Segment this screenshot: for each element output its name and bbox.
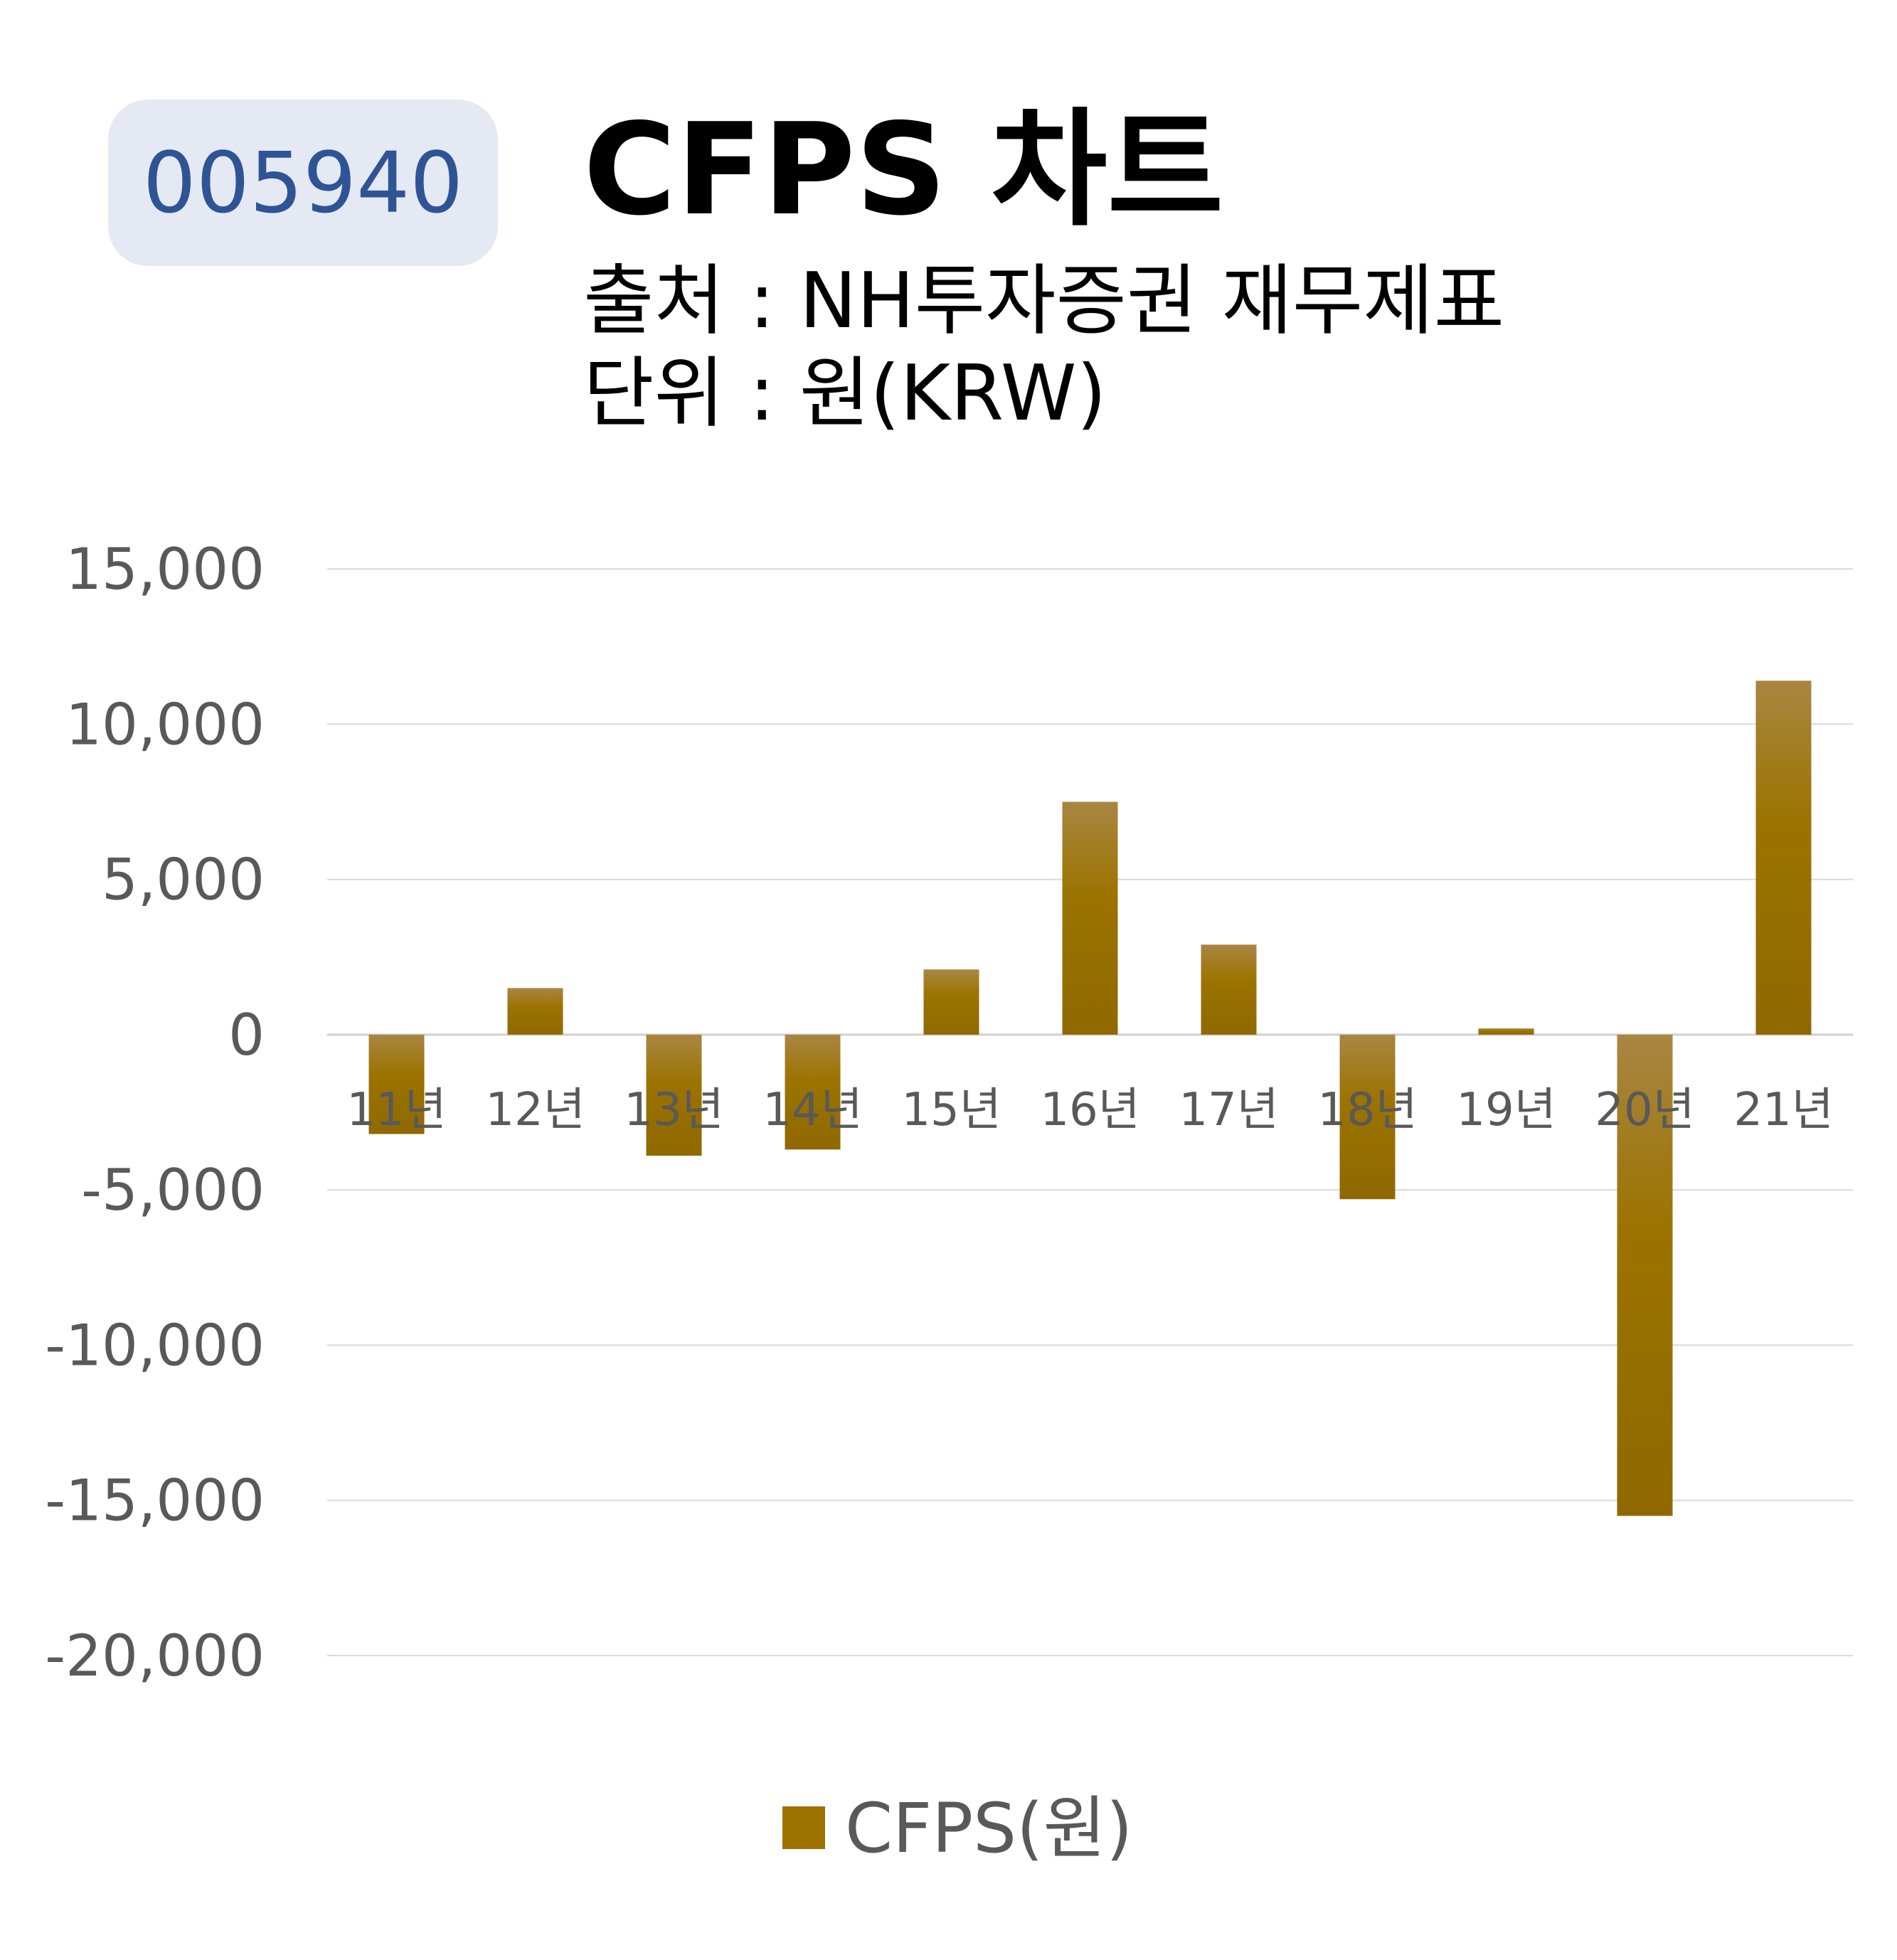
x-category-label: 16년 bbox=[1040, 1084, 1139, 1136]
y-tick-label: 10,000 bbox=[65, 691, 265, 757]
legend: CFPS(원) bbox=[782, 1789, 1132, 1868]
bar-17년 bbox=[1201, 944, 1257, 1035]
bar-14년 bbox=[785, 1034, 841, 1150]
x-category-label: 19년 bbox=[1456, 1084, 1556, 1136]
y-tick-label: 5,000 bbox=[102, 847, 265, 913]
bar-12년 bbox=[507, 988, 563, 1035]
legend-label: CFPS(원) bbox=[845, 1789, 1132, 1868]
y-tick-label: 15,000 bbox=[65, 536, 265, 602]
bar-18년 bbox=[1339, 1034, 1396, 1200]
legend-swatch bbox=[782, 1806, 825, 1849]
bar-19년 bbox=[1478, 1028, 1534, 1035]
y-tick-label: -5,000 bbox=[81, 1157, 265, 1223]
unit-line: 단위 : 원(KRW) bbox=[583, 349, 1107, 438]
y-axis-tick-labels: 15,000 10,000 5,000 0 -5,000 -10,000 -15,000 -2… bbox=[45, 536, 265, 1689]
bar-21년 bbox=[1755, 681, 1812, 1035]
chart-title: CFPS 차트 bbox=[583, 96, 1224, 243]
y-tick-label: -20,000 bbox=[45, 1623, 265, 1689]
bars bbox=[368, 681, 1812, 1516]
x-category-label: 15년 bbox=[901, 1084, 1001, 1136]
x-category-label: 14년 bbox=[762, 1084, 862, 1136]
bar-13년 bbox=[646, 1034, 702, 1156]
source-line: 출처 : NH투자증권 재무제표 bbox=[583, 257, 1504, 346]
stock-code: 005940 bbox=[142, 134, 464, 232]
bar-11년 bbox=[368, 1034, 425, 1134]
x-axis-category-labels: 11년 12년 13년 14년 15년 16년 17년 18년 19년 20년 21년 bbox=[346, 1084, 1833, 1136]
x-category-label: 18년 bbox=[1317, 1084, 1417, 1136]
x-category-label: 17년 bbox=[1179, 1084, 1278, 1136]
x-category-label: 11년 bbox=[346, 1084, 446, 1136]
y-tick-label: -10,000 bbox=[45, 1312, 265, 1378]
y-tick-label: -15,000 bbox=[45, 1468, 265, 1534]
y-tick-label: 0 bbox=[228, 1002, 265, 1068]
x-category-label: 21년 bbox=[1733, 1084, 1833, 1136]
bar-15년 bbox=[923, 969, 979, 1035]
x-category-label: 12년 bbox=[485, 1084, 585, 1136]
bar-20년 bbox=[1617, 1034, 1673, 1516]
bar-16년 bbox=[1062, 801, 1118, 1035]
x-category-label: 13년 bbox=[624, 1084, 723, 1136]
stock-code-badge: 005940 bbox=[108, 100, 498, 266]
x-category-label: 20년 bbox=[1595, 1084, 1694, 1136]
